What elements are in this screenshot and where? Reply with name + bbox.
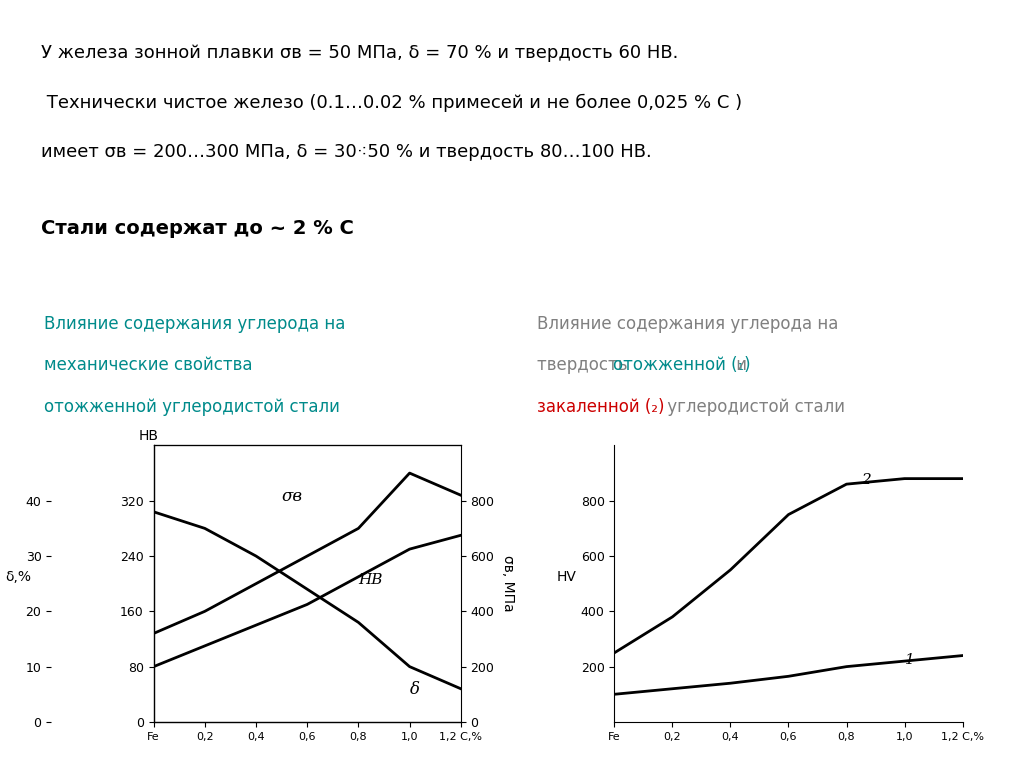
Text: механические свойства: механические свойства <box>44 356 253 374</box>
Text: имеет σв = 200…300 МПа, δ = 30⁖50 % и твердость 80…100 НВ.: имеет σв = 200…300 МПа, δ = 30⁖50 % и тв… <box>41 143 651 161</box>
Text: Влияние содержания углерода на: Влияние содержания углерода на <box>537 315 838 333</box>
Text: Влияние содержания углерода на: Влияние содержания углерода на <box>44 315 345 333</box>
Text: НВ: НВ <box>358 573 383 587</box>
Text: 1: 1 <box>904 653 914 667</box>
Text: твердость: твердость <box>537 356 633 374</box>
Text: Стали содержат до ~ 2 % С: Стали содержат до ~ 2 % С <box>41 219 354 238</box>
Text: отожженной углеродистой стали: отожженной углеродистой стали <box>44 398 340 415</box>
Text: закаленной (₂): закаленной (₂) <box>537 398 665 415</box>
Text: 2: 2 <box>861 473 870 487</box>
Text: углеродистой стали: углеродистой стали <box>662 398 845 415</box>
Text: и: и <box>731 356 746 374</box>
Text: НВ: НВ <box>138 429 159 443</box>
Y-axis label: σв, МПа: σв, МПа <box>502 555 515 612</box>
Text: отожженной (₁): отожженной (₁) <box>612 356 751 374</box>
Y-axis label: δ,%: δ,% <box>6 570 32 584</box>
Text: σв: σв <box>282 488 303 505</box>
Text: Технически чистое железо (0.1…0.02 % примесей и не более 0,025 % С ): Технически чистое железо (0.1…0.02 % при… <box>41 94 742 111</box>
Y-axis label: HV: HV <box>557 570 577 584</box>
Text: δ: δ <box>410 681 420 698</box>
Text: У железа зонной плавки σв = 50 МПа, δ = 70 % и твердость 60 НВ.: У железа зонной плавки σв = 50 МПа, δ = … <box>41 44 678 61</box>
